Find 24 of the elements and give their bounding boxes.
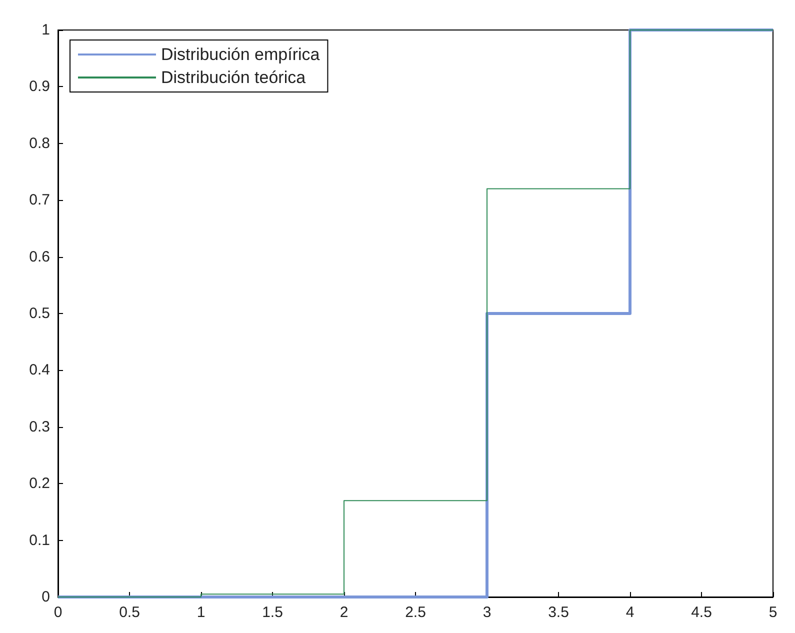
y-tick-label: 0.3 — [29, 418, 50, 436]
x-tick-label: 2.5 — [405, 604, 426, 621]
y-tick-label: 0.2 — [29, 475, 50, 492]
x-tick-label: 4.5 — [691, 604, 712, 621]
y-tick-label: 0.4 — [29, 362, 50, 379]
x-tick-label: 2 — [340, 604, 348, 621]
y-tick-label: 0.1 — [29, 532, 50, 549]
y-tick-label: 0.9 — [29, 78, 50, 96]
y-tick-label: 0.5 — [29, 305, 50, 322]
legend-label: Distribución empírica — [161, 45, 320, 64]
legend-label: Distribución teórica — [161, 68, 306, 87]
y-tick-label: 0.7 — [29, 192, 50, 209]
y-tick-label: 0 — [42, 588, 50, 606]
y-tick-label: 1 — [42, 22, 50, 38]
x-tick-label: 1 — [196, 604, 206, 621]
x-tick-label: 0.5 — [119, 604, 140, 621]
x-tick-label: 1.5 — [262, 604, 283, 621]
x-tick-label: 3 — [482, 604, 492, 621]
x-tick-label: 3.5 — [548, 604, 569, 621]
y-tick-label: 0.8 — [29, 134, 50, 152]
y-tick-label: 0.6 — [29, 248, 50, 266]
x-tick-label: 0 — [54, 604, 62, 621]
x-tick-label: 5 — [768, 604, 778, 621]
x-tick-label: 4 — [626, 604, 634, 621]
